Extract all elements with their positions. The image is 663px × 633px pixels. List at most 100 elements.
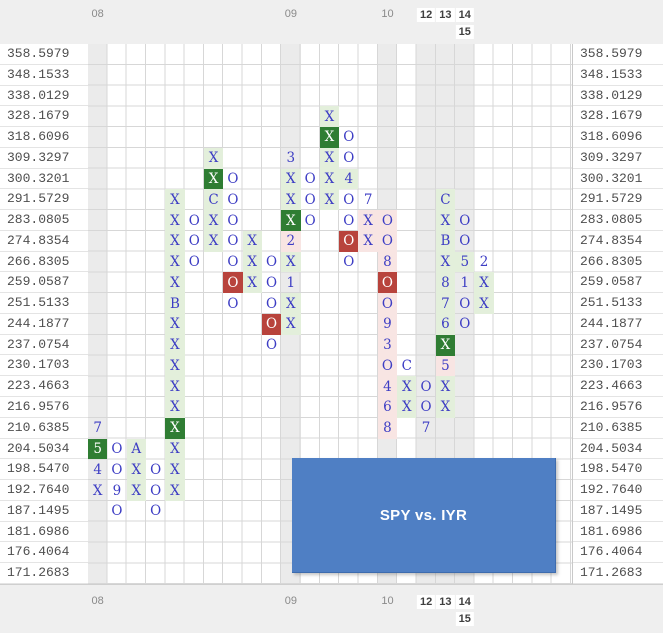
price-label: 223.4663 bbox=[0, 376, 88, 398]
pf-cell: X bbox=[435, 334, 456, 356]
pf-cell: X bbox=[358, 230, 378, 252]
pf-cell: 2 bbox=[479, 254, 489, 271]
pf-cell: X bbox=[165, 438, 185, 460]
pf-cell: X bbox=[126, 480, 146, 501]
pf-cell: O bbox=[227, 233, 239, 250]
pf-cell: X bbox=[319, 168, 340, 190]
pf-cell: C bbox=[401, 357, 412, 374]
price-label: 300.3201 bbox=[573, 169, 663, 190]
pf-cell: X bbox=[319, 106, 340, 128]
pf-cell: O bbox=[339, 230, 359, 252]
year-label: 08 bbox=[91, 8, 104, 20]
pf-cell: O bbox=[377, 230, 398, 252]
pf-cell: C bbox=[435, 189, 456, 211]
pf-cell: O bbox=[343, 212, 355, 229]
pf-cell: X bbox=[165, 272, 185, 294]
pf-cell: X bbox=[203, 230, 224, 252]
price-label: 198.5470 bbox=[573, 459, 663, 481]
pf-cell: A bbox=[126, 438, 146, 460]
pf-cell: X bbox=[165, 230, 185, 252]
pf-cell: X bbox=[281, 251, 301, 273]
pf-cell: O bbox=[265, 254, 278, 271]
pf-cell: 7 bbox=[93, 420, 102, 437]
price-label: 216.9576 bbox=[573, 397, 663, 418]
pf-cell: 8 bbox=[377, 417, 398, 439]
pf-cell: O bbox=[377, 355, 398, 377]
pf-cell: O bbox=[227, 254, 239, 271]
pf-cell: O bbox=[265, 295, 278, 312]
pf-cell: X bbox=[281, 314, 301, 335]
price-label: 338.0129 bbox=[573, 86, 663, 107]
pf-cell: O bbox=[420, 399, 432, 416]
pf-cell: X bbox=[165, 376, 185, 398]
pf-cell: X bbox=[281, 210, 301, 231]
price-label: 237.0754 bbox=[573, 335, 663, 356]
price-label: 348.1533 bbox=[0, 65, 88, 86]
price-label: 283.0805 bbox=[0, 210, 88, 231]
pf-cell: X bbox=[242, 272, 262, 294]
pf-cell: O bbox=[150, 503, 162, 520]
pf-cell: X bbox=[92, 482, 103, 499]
price-label: 328.1679 bbox=[0, 106, 88, 128]
pf-cell: O bbox=[188, 212, 200, 229]
pf-cell: 8 bbox=[435, 272, 456, 294]
price-label: 181.6986 bbox=[573, 522, 663, 543]
price-label: 358.5979 bbox=[573, 44, 663, 65]
price-label: 181.6986 bbox=[0, 522, 88, 543]
pf-cell: X bbox=[165, 417, 185, 439]
price-label: 237.0754 bbox=[0, 335, 88, 356]
pf-cell: X bbox=[165, 459, 185, 481]
pf-cell: O bbox=[304, 191, 316, 208]
pf-cell: O bbox=[227, 170, 239, 187]
pf-cell: O bbox=[261, 314, 282, 335]
pf-cell: C bbox=[203, 189, 224, 211]
pf-cell: X bbox=[281, 293, 301, 314]
pf-cell: 5 bbox=[88, 438, 108, 460]
pf-cell: X bbox=[165, 334, 185, 356]
year-axis-bottom bbox=[0, 584, 663, 633]
pf-cell: O bbox=[459, 295, 471, 312]
price-label: 300.3201 bbox=[0, 169, 88, 190]
price-label: 328.1679 bbox=[573, 106, 663, 128]
pf-cell: X bbox=[203, 168, 224, 190]
price-label: 230.1703 bbox=[0, 355, 88, 377]
price-label: 266.8305 bbox=[0, 252, 88, 273]
year-label: 10 bbox=[381, 595, 394, 607]
price-label: 266.8305 bbox=[573, 252, 663, 273]
pf-cell: X bbox=[242, 251, 262, 273]
pf-cell: O bbox=[111, 441, 123, 457]
year-label: 12 bbox=[416, 8, 436, 22]
price-label: 318.6096 bbox=[573, 127, 663, 148]
pf-cell: 1 bbox=[460, 274, 470, 291]
price-label: 223.4663 bbox=[573, 376, 663, 398]
price-label: 187.1495 bbox=[0, 501, 88, 522]
pf-cell: 8 bbox=[377, 251, 398, 273]
price-label: 291.5729 bbox=[0, 189, 88, 211]
pf-cell: O bbox=[459, 233, 471, 250]
pf-cell: X bbox=[126, 459, 146, 481]
gray-column bbox=[88, 44, 108, 584]
pf-cell: 1 bbox=[286, 274, 296, 291]
pf-cell: O bbox=[111, 461, 123, 478]
price-label: 318.6096 bbox=[0, 127, 88, 148]
year-label: 09 bbox=[284, 8, 297, 20]
pf-cell: X bbox=[203, 210, 224, 231]
price-label: 204.5034 bbox=[0, 439, 88, 460]
pf-cell: X bbox=[203, 147, 224, 169]
pf-cell: O bbox=[223, 272, 243, 294]
pf-cell: 7 bbox=[421, 420, 431, 437]
pf-cell: 7 bbox=[435, 293, 456, 314]
pf-cell: O bbox=[304, 170, 316, 187]
pf-cell: X bbox=[358, 210, 378, 231]
pf-cell: X bbox=[281, 189, 301, 211]
price-label: 244.1877 bbox=[0, 314, 88, 335]
year-label: 09 bbox=[284, 595, 297, 607]
pf-cell: 6 bbox=[435, 314, 456, 335]
price-scale-right: 358.5979 348.1533 338.0129 328.1679 318.6096… bbox=[572, 44, 663, 584]
pf-cell: 9 bbox=[377, 314, 398, 335]
price-label: 274.8354 bbox=[573, 231, 663, 252]
pf-cell: O bbox=[265, 274, 278, 291]
price-label: 259.0587 bbox=[0, 272, 88, 294]
pf-cell: B bbox=[435, 230, 456, 252]
pf-cell: O bbox=[420, 378, 432, 395]
